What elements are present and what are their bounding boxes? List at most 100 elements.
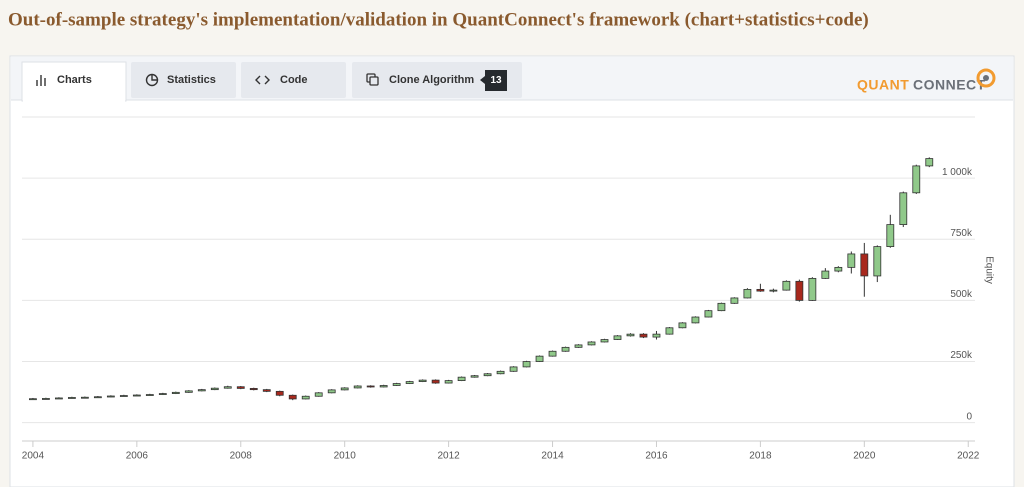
candle-body — [158, 393, 167, 395]
candle-body — [860, 253, 869, 277]
candle-body — [444, 380, 453, 384]
badge — [480, 70, 507, 91]
candle-body — [210, 387, 219, 391]
candle-body — [145, 394, 154, 396]
candle-body — [743, 288, 752, 299]
candle-body — [769, 289, 778, 292]
candle-body — [366, 385, 375, 388]
x-tick-label: 2016 — [645, 451, 668, 462]
logo-ring — [976, 68, 996, 88]
tab-clone[interactable]: Clone Algorithm 13 — [352, 62, 522, 98]
candle-body — [119, 395, 128, 397]
tab-statistics[interactable]: Statistics — [131, 62, 236, 98]
candle-body — [80, 396, 89, 399]
candle-body — [600, 339, 609, 343]
candle-body — [431, 379, 440, 384]
candle-body — [249, 388, 258, 391]
candle-body — [418, 379, 427, 382]
badge-count: 13 — [490, 75, 502, 86]
candle-body — [236, 386, 245, 389]
candle-body — [834, 266, 843, 272]
candle-body — [873, 246, 882, 277]
y-tick-label: 250k — [950, 350, 973, 361]
candle-body — [756, 288, 765, 292]
x-tick-label: 2004 — [22, 451, 45, 462]
candle-body — [704, 310, 713, 318]
x-tick-label: 2022 — [957, 451, 980, 462]
candle-body — [847, 253, 856, 268]
candle-body — [899, 192, 908, 225]
candle-body — [132, 394, 141, 397]
candle-body — [42, 398, 50, 400]
y-tick-label: 750k — [950, 228, 973, 239]
candle-body — [29, 398, 37, 401]
tab-background — [21, 61, 127, 102]
candle-body — [522, 361, 531, 368]
logo-part: QUANT — [857, 77, 909, 93]
tab-label: Statistics — [167, 74, 216, 86]
x-tick-label: 2020 — [853, 451, 876, 462]
candle-body — [314, 392, 323, 397]
icon-stats-wedge — [151, 74, 158, 81]
candle-body — [392, 383, 401, 386]
x-tick-label: 2018 — [749, 451, 772, 462]
candle-body — [535, 355, 544, 362]
candle-body — [457, 376, 466, 382]
x-tick-label: 2008 — [230, 451, 253, 462]
candle-body — [93, 396, 102, 399]
candle-body — [587, 341, 596, 346]
tab-background — [352, 62, 522, 98]
candle-body — [197, 389, 206, 392]
x-tick-label: 2006 — [126, 451, 149, 462]
candle-body — [639, 333, 648, 338]
candle-body — [652, 333, 661, 338]
y-axis-title: Equity — [983, 256, 994, 284]
candle-body — [353, 385, 362, 389]
tab-label: Charts — [57, 74, 92, 86]
candle-body — [184, 390, 193, 393]
candle-body — [483, 373, 492, 377]
candle-body — [626, 333, 635, 337]
candle-body — [223, 386, 232, 389]
candle-body — [613, 335, 622, 340]
candle-body — [288, 394, 297, 400]
candle-body — [717, 302, 726, 312]
y-tick-label: 0 — [966, 411, 972, 422]
candle-body — [665, 327, 674, 335]
logo-dot — [983, 75, 989, 81]
x-tick-label: 2012 — [437, 451, 460, 462]
candle-body — [106, 395, 115, 398]
x-tick-label: 2010 — [334, 451, 357, 462]
candle-body — [262, 389, 271, 392]
candle-body — [340, 387, 349, 391]
candle-body — [405, 381, 414, 384]
candle-body — [730, 297, 739, 304]
logo: QUANT CONNECT — [857, 68, 996, 93]
logo-part: CONNECT — [913, 77, 986, 93]
icon-chart — [36, 75, 46, 86]
tab-label: Clone Algorithm — [389, 74, 474, 86]
tab-code[interactable]: Code — [241, 62, 346, 98]
candle-body — [808, 277, 817, 301]
candle-body — [574, 344, 583, 348]
candle-body — [561, 346, 570, 352]
candle-body — [912, 165, 921, 194]
tab-charts[interactable]: Charts — [21, 61, 127, 102]
page-title: Out-of-sample strategy's implementation/… — [8, 9, 869, 30]
tab-join — [23, 98, 125, 102]
x-tick-label: 2014 — [541, 451, 564, 462]
candle-body — [379, 385, 388, 388]
candle-body — [509, 366, 518, 372]
panel — [9, 55, 1015, 487]
candle-body — [67, 397, 76, 399]
tab-background — [131, 62, 236, 98]
plot: 0 250k 500k 750k 1 000k 2004 2006 2008 2010 2012 2… — [22, 157, 980, 462]
icon-code — [255, 75, 270, 85]
candle-body — [54, 397, 63, 400]
candle-body — [782, 280, 791, 291]
y-tick-label: 500k — [950, 289, 973, 300]
candle-body — [925, 158, 934, 167]
candle-body — [470, 375, 479, 378]
candle-body — [301, 395, 310, 400]
